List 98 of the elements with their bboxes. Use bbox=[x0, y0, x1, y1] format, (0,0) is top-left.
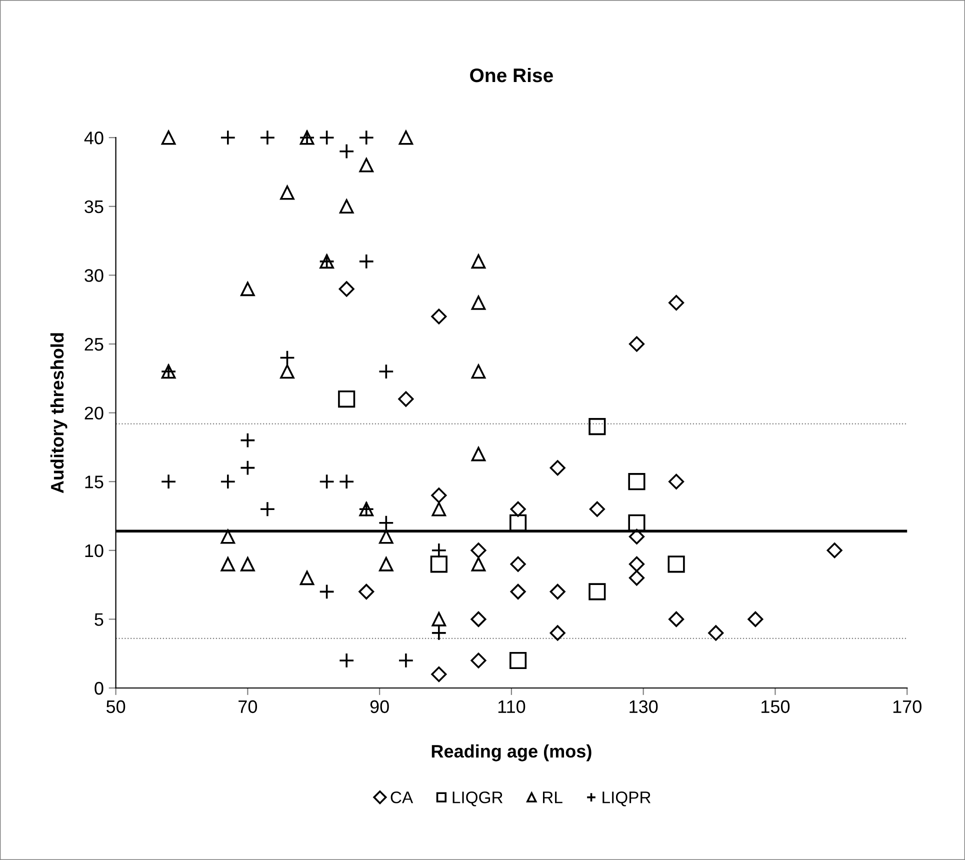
point bbox=[471, 557, 486, 572]
x-tick-label: 50 bbox=[106, 700, 126, 714]
point bbox=[280, 185, 294, 200]
point bbox=[748, 611, 764, 627]
chart-title: One Rise bbox=[470, 68, 553, 82]
point bbox=[338, 390, 356, 408]
point bbox=[470, 611, 486, 627]
point bbox=[240, 460, 256, 476]
point bbox=[359, 158, 374, 172]
point bbox=[628, 556, 645, 572]
point bbox=[510, 584, 526, 600]
point bbox=[510, 501, 526, 517]
point bbox=[220, 474, 236, 490]
point bbox=[826, 542, 842, 558]
point bbox=[358, 584, 374, 600]
point bbox=[471, 364, 486, 379]
point bbox=[280, 364, 294, 379]
point bbox=[510, 652, 527, 670]
legend-label: RL bbox=[543, 792, 562, 804]
point bbox=[338, 281, 354, 297]
x-axis-title: Reading age (mos) bbox=[432, 744, 592, 762]
y-tick-label: 5 bbox=[94, 613, 104, 626]
point bbox=[668, 611, 684, 627]
point bbox=[398, 391, 414, 407]
point bbox=[589, 501, 605, 517]
point bbox=[628, 473, 646, 490]
point bbox=[628, 528, 645, 544]
point bbox=[240, 432, 256, 448]
point bbox=[300, 570, 314, 586]
x-tick-label: 130 bbox=[630, 700, 658, 714]
point bbox=[240, 282, 255, 296]
point bbox=[279, 350, 296, 366]
y-tick-label: 35 bbox=[84, 200, 104, 214]
point bbox=[668, 556, 685, 573]
point bbox=[379, 529, 394, 544]
point bbox=[378, 515, 394, 531]
point bbox=[628, 336, 645, 352]
x-tick-label: 150 bbox=[762, 700, 790, 714]
point bbox=[668, 294, 684, 310]
point bbox=[220, 529, 236, 544]
y-tick-label: 15 bbox=[85, 476, 104, 488]
y-tick-label: 30 bbox=[84, 269, 104, 282]
point bbox=[260, 130, 276, 146]
point bbox=[588, 418, 606, 436]
point bbox=[220, 557, 236, 572]
x-tick-label: 90 bbox=[370, 700, 389, 714]
legend-label: LIQPR bbox=[602, 792, 651, 806]
point bbox=[398, 130, 414, 145]
point bbox=[160, 474, 176, 490]
point bbox=[628, 514, 646, 532]
point bbox=[220, 130, 236, 146]
point bbox=[510, 514, 527, 532]
point bbox=[550, 584, 566, 600]
x-tick-label: 70 bbox=[238, 700, 258, 714]
point bbox=[668, 474, 684, 490]
point bbox=[431, 666, 447, 682]
point bbox=[338, 474, 354, 490]
point bbox=[379, 557, 394, 572]
point bbox=[432, 502, 446, 516]
point bbox=[161, 130, 176, 145]
y-tick-label: 40 bbox=[84, 132, 104, 144]
point bbox=[398, 652, 414, 668]
point bbox=[338, 652, 354, 668]
point bbox=[431, 625, 447, 641]
point bbox=[431, 308, 447, 324]
x-tick-label: 110 bbox=[498, 700, 526, 714]
point bbox=[378, 364, 394, 380]
point bbox=[471, 254, 486, 269]
point bbox=[318, 474, 335, 490]
point bbox=[550, 460, 566, 476]
point bbox=[470, 542, 486, 558]
point bbox=[510, 556, 526, 572]
point bbox=[708, 625, 724, 641]
y-axis-title: Auditory threshold bbox=[50, 333, 68, 494]
x-tick-label: 170 bbox=[893, 700, 922, 714]
legend-label: LIQGR bbox=[452, 792, 503, 806]
point bbox=[470, 652, 486, 668]
point bbox=[240, 557, 255, 572]
y-tick-label: 20 bbox=[84, 406, 104, 420]
point bbox=[338, 144, 354, 160]
point bbox=[550, 625, 566, 641]
y-tick-label: 10 bbox=[85, 544, 104, 558]
legend-label: CA bbox=[390, 792, 414, 804]
point bbox=[431, 488, 447, 504]
point bbox=[260, 501, 276, 517]
point bbox=[318, 130, 335, 146]
point bbox=[358, 130, 374, 146]
point bbox=[339, 199, 354, 214]
y-tick-label: 25 bbox=[84, 338, 104, 351]
point bbox=[628, 570, 645, 586]
point bbox=[430, 556, 448, 573]
point bbox=[358, 254, 374, 270]
point bbox=[471, 446, 486, 462]
point bbox=[588, 583, 606, 600]
point bbox=[432, 612, 446, 626]
y-tick-label: 0 bbox=[94, 682, 104, 695]
point bbox=[471, 296, 486, 310]
point bbox=[318, 584, 335, 600]
